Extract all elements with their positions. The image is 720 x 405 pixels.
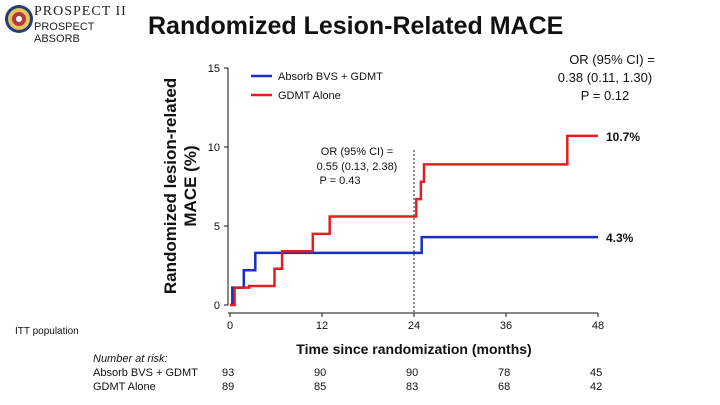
y-tick-label-5: 5 bbox=[214, 221, 220, 233]
y-axis-title-line1: Randomized lesion-related bbox=[161, 78, 180, 294]
risk-value-absorb-36: 78 bbox=[498, 367, 511, 379]
end-label-gdmt: 10.7% bbox=[606, 130, 640, 144]
logo-text-prospect-absorb: PROSPECT ABSORB bbox=[34, 21, 95, 45]
risk-value-gdmt-48: 42 bbox=[590, 381, 603, 393]
y-axis-title-line2: MACE (%) bbox=[181, 145, 200, 226]
end-labels: 4.3% 10.7% bbox=[606, 130, 640, 245]
annotation-2-line3: P = 0.12 bbox=[581, 88, 630, 103]
risk-table-title: Number at risk: bbox=[93, 353, 168, 365]
annotation-1-line2: 0.55 (0.13, 2.38) bbox=[317, 161, 398, 173]
risk-value-gdmt-12: 85 bbox=[314, 381, 327, 393]
prospect-logo: PROSPECT II PROSPECT ABSORB bbox=[2, 2, 142, 45]
annotation-2-line1: OR (95% CI) = bbox=[569, 52, 655, 67]
annotation-1-line1: OR (95% CI) = bbox=[321, 146, 393, 158]
series-layer bbox=[230, 134, 598, 307]
risk-value-gdmt-0: 89 bbox=[222, 381, 235, 393]
series-line-absorb-bvs-gdmt bbox=[230, 235, 598, 307]
x-tick-label-36: 36 bbox=[500, 320, 512, 332]
risk-value-gdmt-36: 68 bbox=[498, 381, 511, 393]
risk-value-absorb-48: 45 bbox=[590, 367, 603, 379]
x-ticks: 0 12 24 36 48 bbox=[227, 313, 604, 332]
x-tick-label-0: 0 bbox=[227, 320, 233, 332]
y-tick-label-15: 15 bbox=[208, 63, 220, 75]
annotation-or-48-months: OR (95% CI) = 0.38 (0.11, 1.30) P = 0.12 bbox=[558, 52, 655, 103]
legend: Absorb BVS + GDMT GDMT Alone bbox=[251, 71, 383, 102]
logo-text-prospect-ii: PROSPECT II bbox=[34, 4, 127, 19]
x-tick-label-24: 24 bbox=[408, 320, 420, 332]
risk-value-gdmt-24: 83 bbox=[406, 381, 419, 393]
slide-title: Randomized Lesion-Related MACE bbox=[148, 12, 564, 40]
legend-label-gdmt: GDMT Alone bbox=[278, 90, 341, 102]
x-tick-label-12: 12 bbox=[316, 320, 328, 332]
risk-row-label-absorb: Absorb BVS + GDMT bbox=[93, 367, 198, 379]
risk-row-label-gdmt: GDMT Alone bbox=[93, 381, 156, 393]
y-ticks: 0 5 10 15 bbox=[208, 63, 228, 312]
y-tick-label-10: 10 bbox=[208, 142, 220, 154]
annotation-2-line2: 0.38 (0.11, 1.30) bbox=[558, 70, 652, 85]
annotation-or-24-months: OR (95% CI) = 0.55 (0.13, 2.38) P = 0.43 bbox=[317, 146, 398, 187]
legend-label-absorb: Absorb BVS + GDMT bbox=[278, 71, 383, 83]
plot-frame bbox=[227, 68, 598, 314]
risk-value-absorb-0: 93 bbox=[222, 367, 235, 379]
itt-population-note: ITT population bbox=[15, 326, 79, 337]
prospect-badge-icon bbox=[5, 5, 33, 33]
x-axis-title: Time since randomization (months) bbox=[296, 341, 531, 357]
risk-value-absorb-12: 90 bbox=[314, 367, 327, 379]
y-tick-label-0: 0 bbox=[214, 300, 220, 312]
series-line-gdmt-alone bbox=[230, 134, 598, 307]
y-axis-title: Randomized lesion-related MACE (%) bbox=[161, 78, 200, 294]
end-label-absorb: 4.3% bbox=[606, 231, 634, 245]
annotation-1-line3: P = 0.43 bbox=[319, 175, 360, 187]
risk-value-absorb-24: 90 bbox=[406, 367, 419, 379]
x-tick-label-48: 48 bbox=[592, 320, 604, 332]
